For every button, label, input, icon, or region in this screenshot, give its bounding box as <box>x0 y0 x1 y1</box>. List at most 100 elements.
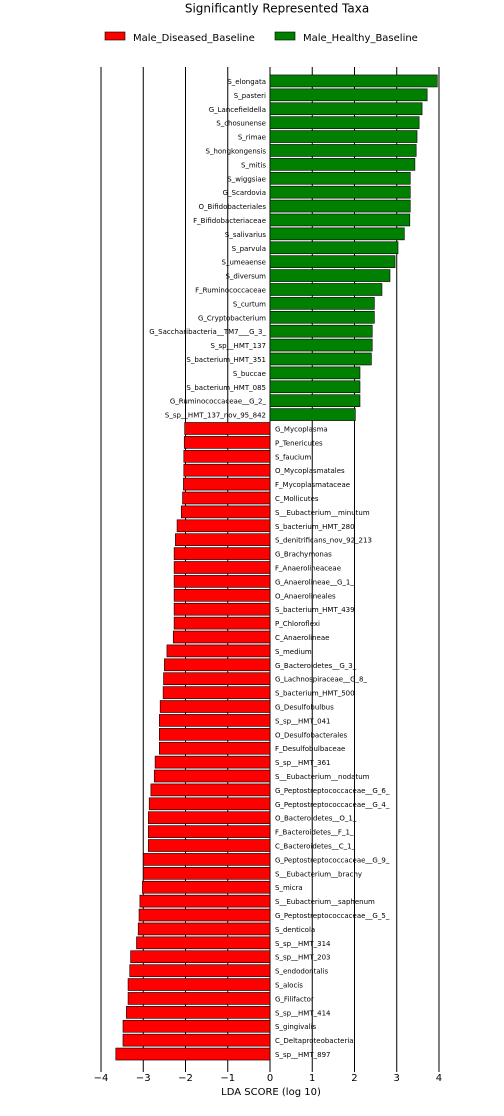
x-tick-label: 0 <box>267 1073 273 1084</box>
category-label: G_Scardovia <box>223 189 266 197</box>
bar <box>164 658 271 672</box>
category-label: O_Bifidobacteriales <box>198 203 266 211</box>
category-label: S_parvula <box>232 245 266 253</box>
bar <box>142 880 271 894</box>
bar <box>173 575 271 588</box>
bar <box>269 380 361 394</box>
x-tick-label: 3 <box>394 1073 400 1084</box>
category-label: G_Lachnospiraceae__G_8_ <box>275 676 367 684</box>
bar <box>159 741 271 755</box>
bar <box>166 644 271 658</box>
bar <box>269 130 418 143</box>
bar <box>269 88 428 102</box>
category-label: S_sp__HMT_137_nov_95_842 <box>165 412 266 420</box>
category-label: F_Anaerolineaceae <box>275 565 341 573</box>
bar <box>269 144 417 157</box>
bar <box>183 449 271 463</box>
category-label: S_sp__HMT_203 <box>275 954 330 962</box>
bar <box>269 297 375 310</box>
category-label: S_elongata <box>227 78 266 86</box>
category-label: O_Bacteroidetes__O_1_ <box>275 815 357 823</box>
category-label: F_Ruminococcaceae <box>195 286 266 294</box>
category-label: F_Bifidobacteriaceae <box>193 217 266 225</box>
x-tick-label: 4 <box>436 1073 442 1084</box>
bar <box>269 338 373 352</box>
legend-swatch <box>104 31 126 41</box>
category-label: P_Tenericutes <box>275 439 323 447</box>
bar <box>159 700 271 713</box>
category-label: S__Eubacterium__nodatum <box>275 773 370 781</box>
bar <box>184 422 271 435</box>
category-label: G_Desulfobulbus <box>275 704 334 712</box>
category-label: G_Brachymonas <box>275 551 332 559</box>
category-label: C_Bacteroidetes__C_1_ <box>275 843 356 851</box>
category-label: S_chosunense <box>216 120 266 128</box>
bar <box>269 394 361 407</box>
category-label: G_Ruminococcaceae__G_2_ <box>170 398 267 406</box>
category-label: G_Bacteroidetes__G_3_ <box>275 662 357 670</box>
bar <box>154 755 271 769</box>
bar <box>269 352 372 366</box>
category-label: S_bacterium_HMT_085 <box>186 384 266 392</box>
category-label: G_Peptostreptococcaceae__G_9_ <box>275 856 390 864</box>
bar <box>269 324 373 338</box>
bar <box>173 589 271 602</box>
bar <box>139 894 271 908</box>
bar <box>126 1006 271 1019</box>
bar <box>180 505 271 519</box>
x-tick-label: −3 <box>136 1073 151 1084</box>
category-label: G_Peptostreptococcaceae__G_5_ <box>275 912 390 920</box>
x-tick-label: −4 <box>94 1073 109 1084</box>
category-label: S_rimae <box>238 134 266 142</box>
bar <box>269 199 411 213</box>
category-label: G_Peptostreptococcaceae__G_4_ <box>275 801 390 809</box>
category-label: S_bacterium_HMT_439 <box>275 606 355 614</box>
category-label: S_salivarius <box>225 231 266 239</box>
chart-title: Significantly Represented Taxa <box>185 2 369 16</box>
bar <box>269 213 411 227</box>
bar <box>150 783 271 797</box>
category-label: S_curtum <box>233 300 266 308</box>
category-label: S__Eubacterium__saphenum <box>275 898 375 906</box>
x-tick-label: 2 <box>351 1073 357 1084</box>
legend-swatch <box>274 31 296 41</box>
category-label: O_Desulfobacterales <box>275 731 348 739</box>
category-label: S_umeaense <box>222 259 267 267</box>
bar <box>153 769 271 783</box>
bar <box>130 950 271 964</box>
x-tick-label: −1 <box>220 1073 235 1084</box>
category-label: O_Anaerolineales <box>275 592 336 600</box>
bar <box>148 797 271 811</box>
category-label: O_Mycoplasmatales <box>275 467 345 475</box>
category-label: S_pasteri <box>234 92 266 100</box>
bar <box>173 602 271 616</box>
bar <box>269 102 423 116</box>
category-label: S_sp__HMT_041 <box>275 717 330 725</box>
category-label: G_Cryptobacterium <box>198 314 266 322</box>
bar <box>269 366 361 380</box>
bar <box>115 1047 271 1061</box>
legend-label: Male_Diseased_Baseline <box>133 33 255 44</box>
bar <box>269 74 438 88</box>
bar <box>127 978 271 991</box>
legend-label: Male_Healthy_Baseline <box>303 33 418 44</box>
bar <box>148 825 271 838</box>
bar <box>122 1033 271 1047</box>
bar <box>137 922 271 936</box>
category-label: F_Desulfobulbaceae <box>275 745 345 753</box>
bar <box>159 728 271 741</box>
bar <box>269 158 416 171</box>
bar <box>142 867 271 880</box>
bar <box>182 491 271 505</box>
category-label: F_Mycoplasmataceae <box>275 481 350 489</box>
category-label: S_sp__HMT_137 <box>211 342 266 350</box>
category-label: S_gingivalis <box>275 1023 316 1031</box>
category-label: C_Anaerolineae <box>275 634 329 642</box>
category-label: S_bacterium_HMT_351 <box>186 356 266 364</box>
category-label: G_Saccharibacteria__TM7___G_3_ <box>149 328 266 336</box>
x-tick-label: 1 <box>309 1073 315 1084</box>
bar <box>269 269 391 282</box>
bar <box>269 171 411 185</box>
bar <box>173 616 271 630</box>
bar <box>138 908 271 922</box>
